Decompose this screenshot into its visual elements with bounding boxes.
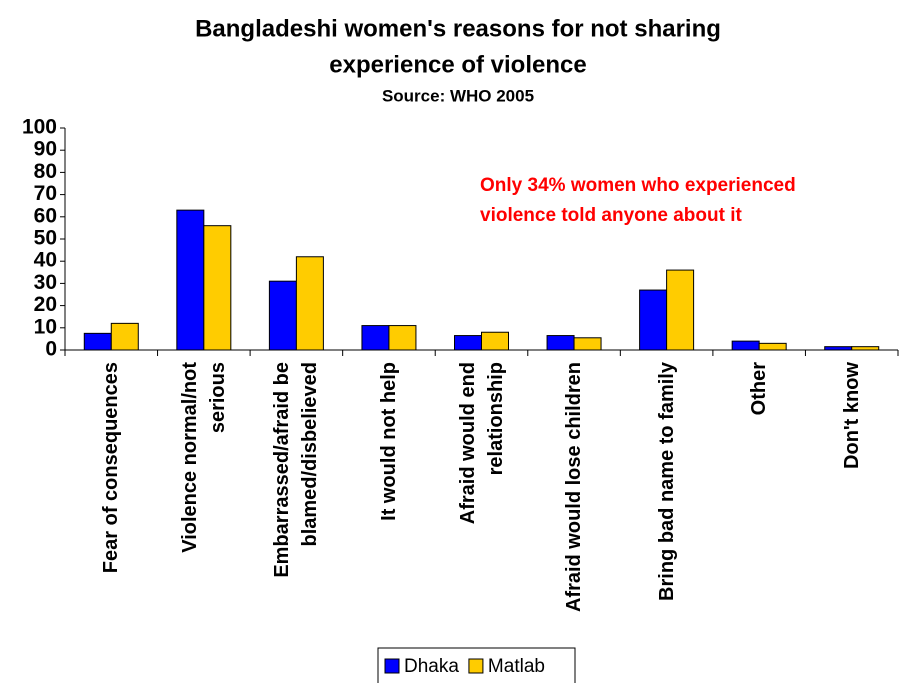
bar <box>851 346 880 351</box>
bar <box>573 337 602 351</box>
bar <box>481 331 509 351</box>
y-tick-label: 60 <box>34 204 57 227</box>
bar <box>666 269 695 351</box>
y-tick-label: 0 <box>45 338 57 361</box>
x-tick-label: Other <box>748 362 771 416</box>
chart-title: experience of violence <box>329 51 586 78</box>
bar <box>176 209 205 351</box>
x-tick-label: Embarrassed/afraid be blamed/disbelieved <box>271 362 322 578</box>
x-tick-label: Don't know <box>840 362 863 469</box>
bar <box>639 289 668 351</box>
bar <box>388 325 417 351</box>
y-tick-label: 40 <box>34 249 57 272</box>
annotation: violence told anyone about it <box>480 205 742 226</box>
bar <box>295 256 324 351</box>
bar <box>110 322 139 351</box>
x-tick-label: Bring bad name to family <box>655 362 678 601</box>
bar <box>824 346 853 351</box>
y-tick-label: 90 <box>34 138 57 161</box>
x-tick-label: Violence normal/not serious <box>178 362 229 553</box>
bar <box>268 280 297 351</box>
y-tick-label: 10 <box>34 315 57 338</box>
legend-swatch <box>384 658 400 674</box>
x-tick-label: Afraid would lose children <box>563 362 586 613</box>
bar <box>758 342 787 351</box>
y-tick-label: 70 <box>34 182 57 205</box>
bar <box>361 325 390 351</box>
y-tick-label: 30 <box>34 271 57 294</box>
x-tick-label: Fear of consequences <box>100 362 123 574</box>
x-tick-label: Afraid would end relationship <box>456 362 507 525</box>
annotation: Only 34% women who experienced <box>480 175 796 196</box>
bar <box>203 225 232 351</box>
y-tick-label: 100 <box>22 116 57 139</box>
bar <box>454 335 482 351</box>
chart-subtitle: Source: WHO 2005 <box>382 86 534 105</box>
bar <box>731 340 760 351</box>
y-tick-label: 50 <box>34 227 57 250</box>
bar <box>546 335 575 351</box>
legend-label: Matlab <box>488 656 545 677</box>
chart-title: Bangladeshi women's reasons for not shar… <box>195 15 721 42</box>
y-tick-label: 20 <box>34 293 57 316</box>
legend-label: Dhaka <box>404 656 459 677</box>
bar <box>83 332 112 351</box>
x-tick-label: It would not help <box>377 362 400 521</box>
legend-swatch <box>468 658 484 674</box>
y-tick-label: 80 <box>34 160 57 183</box>
